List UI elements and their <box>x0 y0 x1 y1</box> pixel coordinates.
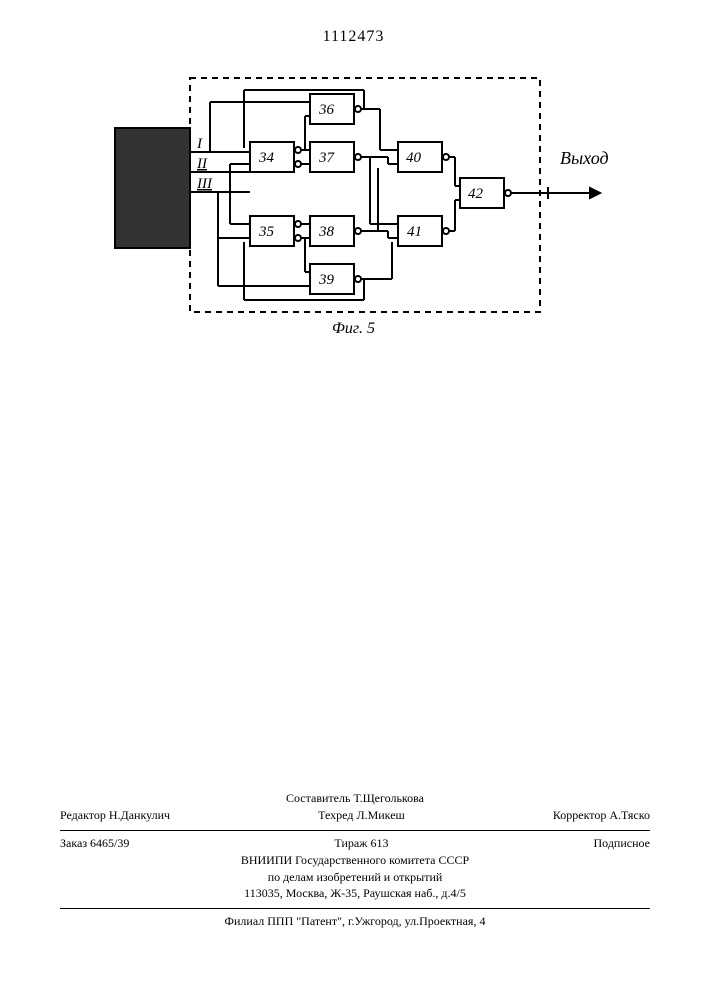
input-iii-label: III <box>196 176 213 192</box>
branch-line: Филиал ППП "Патент", г.Ужгород, ул.Проек… <box>60 913 650 930</box>
subscription-line: Подписное <box>594 835 651 852</box>
org1-line: ВНИИПИ Государственного комитета СССР <box>60 852 650 869</box>
org2-line: по делам изобретений и открытий <box>60 869 650 886</box>
block-36-label: 36 <box>318 102 335 118</box>
tirage-line: Тираж 613 <box>334 835 388 852</box>
circuit-diagram: I II III 34 35 36 37 38 39 40 41 42 <box>0 60 707 320</box>
block-41-label: 41 <box>407 224 422 240</box>
address1-line: 113035, Москва, Ж-35, Раушская наб., д.4… <box>60 885 650 902</box>
input-i-label: I <box>196 136 203 152</box>
corrector-line: Корректор А.Тяско <box>553 807 650 824</box>
editor-line: Редактор Н.Данкулич <box>60 807 170 824</box>
block-39-label: 39 <box>318 272 335 288</box>
footer-block: Составитель Т.Щеголькова Редактор Н.Данк… <box>60 790 650 930</box>
figure-label: Фиг. 5 <box>332 320 375 338</box>
block-42-label: 42 <box>468 186 484 202</box>
input-ii-label: II <box>196 156 208 172</box>
block-38-label: 38 <box>318 224 335 240</box>
block-37-label: 37 <box>318 150 336 166</box>
block-34-label: 34 <box>258 150 275 166</box>
output-label: Выход <box>560 148 609 169</box>
techred-line: Техред Л.Микеш <box>318 807 405 824</box>
order-line: Заказ 6465/39 <box>60 835 129 852</box>
block-40-label: 40 <box>406 150 422 166</box>
compiler-line: Составитель Т.Щеголькова <box>60 790 650 807</box>
block-35-label: 35 <box>258 224 275 240</box>
page-number: 1112473 <box>323 28 385 46</box>
